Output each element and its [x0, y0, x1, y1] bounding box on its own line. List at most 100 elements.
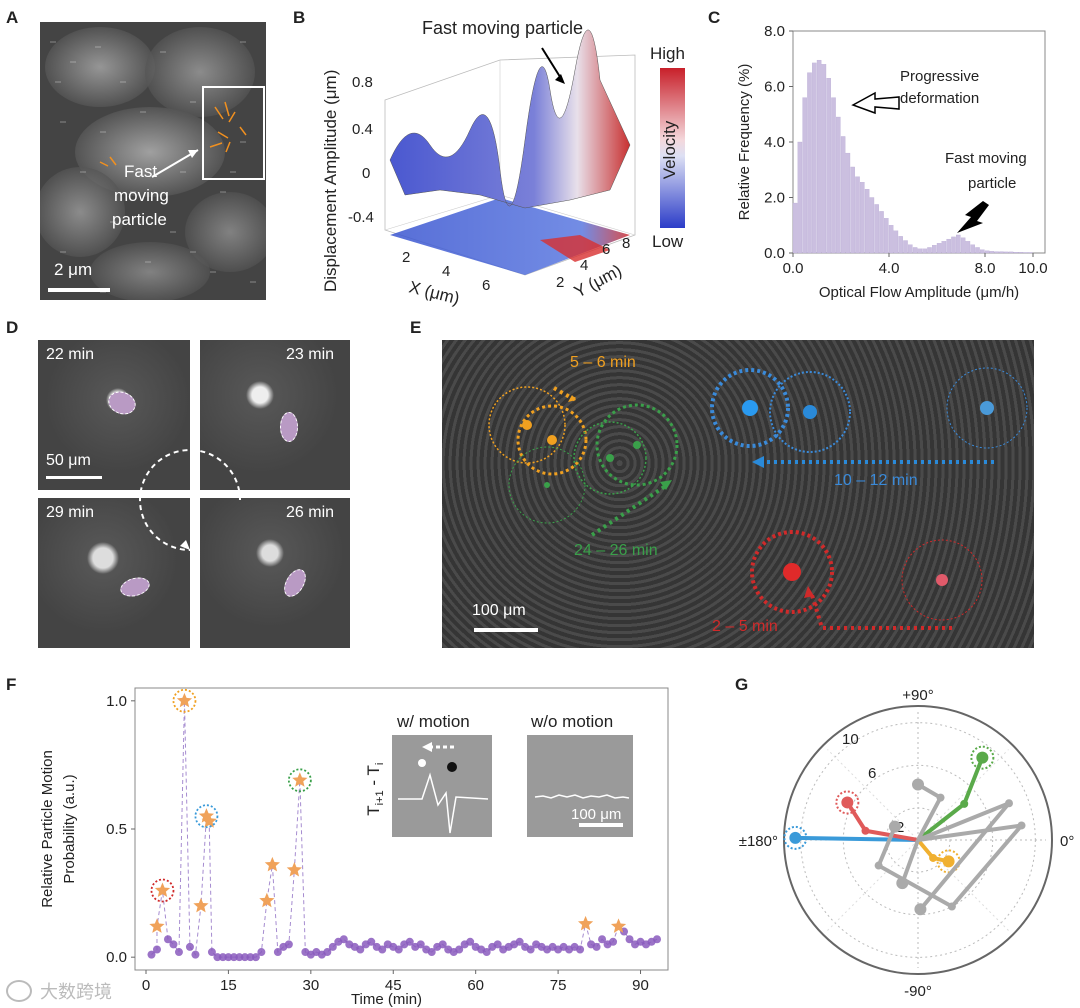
panel-g-trajectory-3-ring: [970, 745, 995, 770]
panel-e-label-red: 2 – 5 min: [712, 618, 778, 635]
panel-g-rtick-2: 10: [842, 731, 859, 748]
panel-c-bar-29: [932, 245, 937, 254]
panel-f-point-39: [405, 937, 414, 946]
panel-c-bar-9: [836, 116, 841, 254]
panel-c-bar-12: [850, 166, 855, 254]
panel-c-bar-1: [797, 141, 803, 254]
panel-c-bar-41: [989, 251, 995, 254]
panel-f-highlight-ring-0: [150, 878, 175, 903]
panel-d-rotation-arrow: [139, 449, 241, 551]
panel-f-point-13: [240, 953, 249, 962]
panel-f-point-8: [213, 953, 222, 962]
panel-f-star-6: [259, 892, 275, 908]
panel-f-point-19: [284, 940, 293, 949]
panel-f-star-2: [176, 692, 193, 708]
panel-f-inset-with: [392, 735, 492, 837]
panel-c-open-arrow-icon: [851, 91, 900, 115]
panel-f-xtick-1: 15: [220, 977, 237, 994]
panel-e-label-yellow: 5 – 6 min: [570, 354, 636, 371]
panel-b-ytick-2: 6: [602, 241, 610, 258]
panel-e-micrograph: 5 – 6 min 10 – 12 min 24 – 26 min 2 – 5 …: [442, 340, 1034, 648]
panel-c-bar-23: [903, 240, 908, 254]
panel-c-bar-35: [960, 237, 966, 254]
panel-f-point-55: [493, 940, 502, 949]
panel-g-trajectory-0-point-0: [929, 853, 938, 862]
panel-f-point-50: [466, 937, 475, 946]
panel-c-ytick-3: 6.0: [764, 79, 785, 96]
panel-b-xlabel: X (μm): [407, 277, 461, 308]
panel-b-xtick-1: 4: [442, 263, 450, 280]
panel-g-polar: +90°0°-90°±180°2610: [739, 687, 1075, 1000]
panel-f-xtick-4: 60: [467, 977, 484, 994]
panel-label-f: F: [6, 675, 17, 694]
panel-e-label-blue: 10 – 12 min: [834, 472, 918, 489]
panel-f-xtick-2: 30: [302, 977, 319, 994]
panel-g-trajectory-2-point-1: [841, 796, 854, 809]
panel-c-bar-14: [860, 182, 865, 254]
panel-c-bar-49: [1028, 252, 1033, 254]
panel-f-inset-ylabel: Ti+1 - Ti: [364, 744, 386, 834]
panel-b-ztick-0: 0.8: [352, 74, 373, 91]
panel-c-ytick-0: 0.0: [764, 245, 785, 262]
panel-f-point-43: [427, 948, 436, 957]
panel-c-bar-33: [951, 236, 956, 254]
panel-g-angle-m90: -90°: [904, 983, 932, 1000]
panel-d-time-2: 23 min: [286, 346, 335, 363]
panel-b-ztick-1: 0.4: [352, 121, 373, 138]
panel-f-point-25: [328, 942, 337, 951]
panel-c-bar-8: [831, 97, 836, 254]
panel-c-bar-2: [802, 97, 807, 254]
panel-f-star-9: [292, 772, 308, 787]
panel-c-bar-3: [807, 72, 812, 254]
panel-f-point-6: [191, 950, 200, 959]
panel-label-d: D: [6, 318, 19, 337]
panel-f-point-48: [455, 945, 464, 954]
panel-b-colorbar: [660, 68, 685, 228]
panel-b-ztick-2: 0: [362, 165, 370, 182]
panel-c-bar-28: [927, 247, 932, 254]
panel-a-annotation-line1: Fast: [124, 162, 158, 181]
panel-f-inset-without: [527, 735, 633, 837]
panel-f-highlight-ring-2: [194, 804, 219, 829]
panel-f-star-10: [577, 915, 594, 931]
panel-f-point-1: [152, 945, 161, 954]
panel-f-highlight-ring-1: [172, 688, 197, 713]
panel-g-trajectory-1-point-0: [789, 831, 802, 844]
panel-c-bar-45: [1008, 251, 1014, 254]
panel-c-bar-48: [1023, 252, 1028, 254]
panel-c-bar-34: [956, 234, 961, 254]
panel-f-ytick-2: 1.0: [106, 693, 127, 710]
panel-f-inset-ylabel-sep: - T: [363, 765, 383, 791]
panel-f-star-3: [193, 897, 209, 913]
panel-c-bar-40: [984, 250, 990, 254]
panel-c-bar-39: [980, 249, 985, 254]
panel-g-angle-0: 0°: [1060, 833, 1074, 850]
panel-b-ytick-3: 8: [622, 235, 630, 252]
panel-c-solid-arrow-icon: [957, 201, 989, 233]
panel-c-bar-25: [912, 247, 918, 254]
panel-d-time-3: 29 min: [46, 504, 95, 521]
panel-f-point-45: [438, 940, 447, 949]
panel-d-frame-3: 29 min: [38, 498, 190, 648]
panel-f-point-32: [367, 937, 376, 946]
panel-c-bar-47: [1018, 252, 1023, 254]
panel-c-bar-31: [941, 241, 947, 254]
panel-g-grid-ring-1: [842, 764, 994, 916]
panel-g-rtick-1: 6: [868, 765, 876, 782]
panel-f-point-16: [257, 948, 266, 957]
panel-c-bar-18: [879, 211, 884, 254]
panel-f-point-27: [339, 935, 348, 944]
panel-c-bar-17: [874, 204, 879, 254]
panel-a-scalebar-label: 2 μm: [54, 260, 93, 279]
panel-f-point-3: [169, 940, 178, 949]
panel-f-point-10: [224, 953, 233, 962]
panel-label-e: E: [410, 318, 422, 337]
panel-f-star-0: [149, 918, 165, 933]
panel-f-point-17: [273, 948, 282, 957]
panel-f-point-34: [378, 945, 387, 954]
panel-f-inset-scalebar: 100 μm: [571, 806, 622, 823]
panel-f-point-11: [229, 953, 238, 962]
panel-f-star-8: [286, 862, 302, 877]
panel-b-zlabel: Displacement Amplitude (μm): [321, 70, 340, 292]
panel-g-trajectory-0-point-1: [942, 855, 955, 868]
